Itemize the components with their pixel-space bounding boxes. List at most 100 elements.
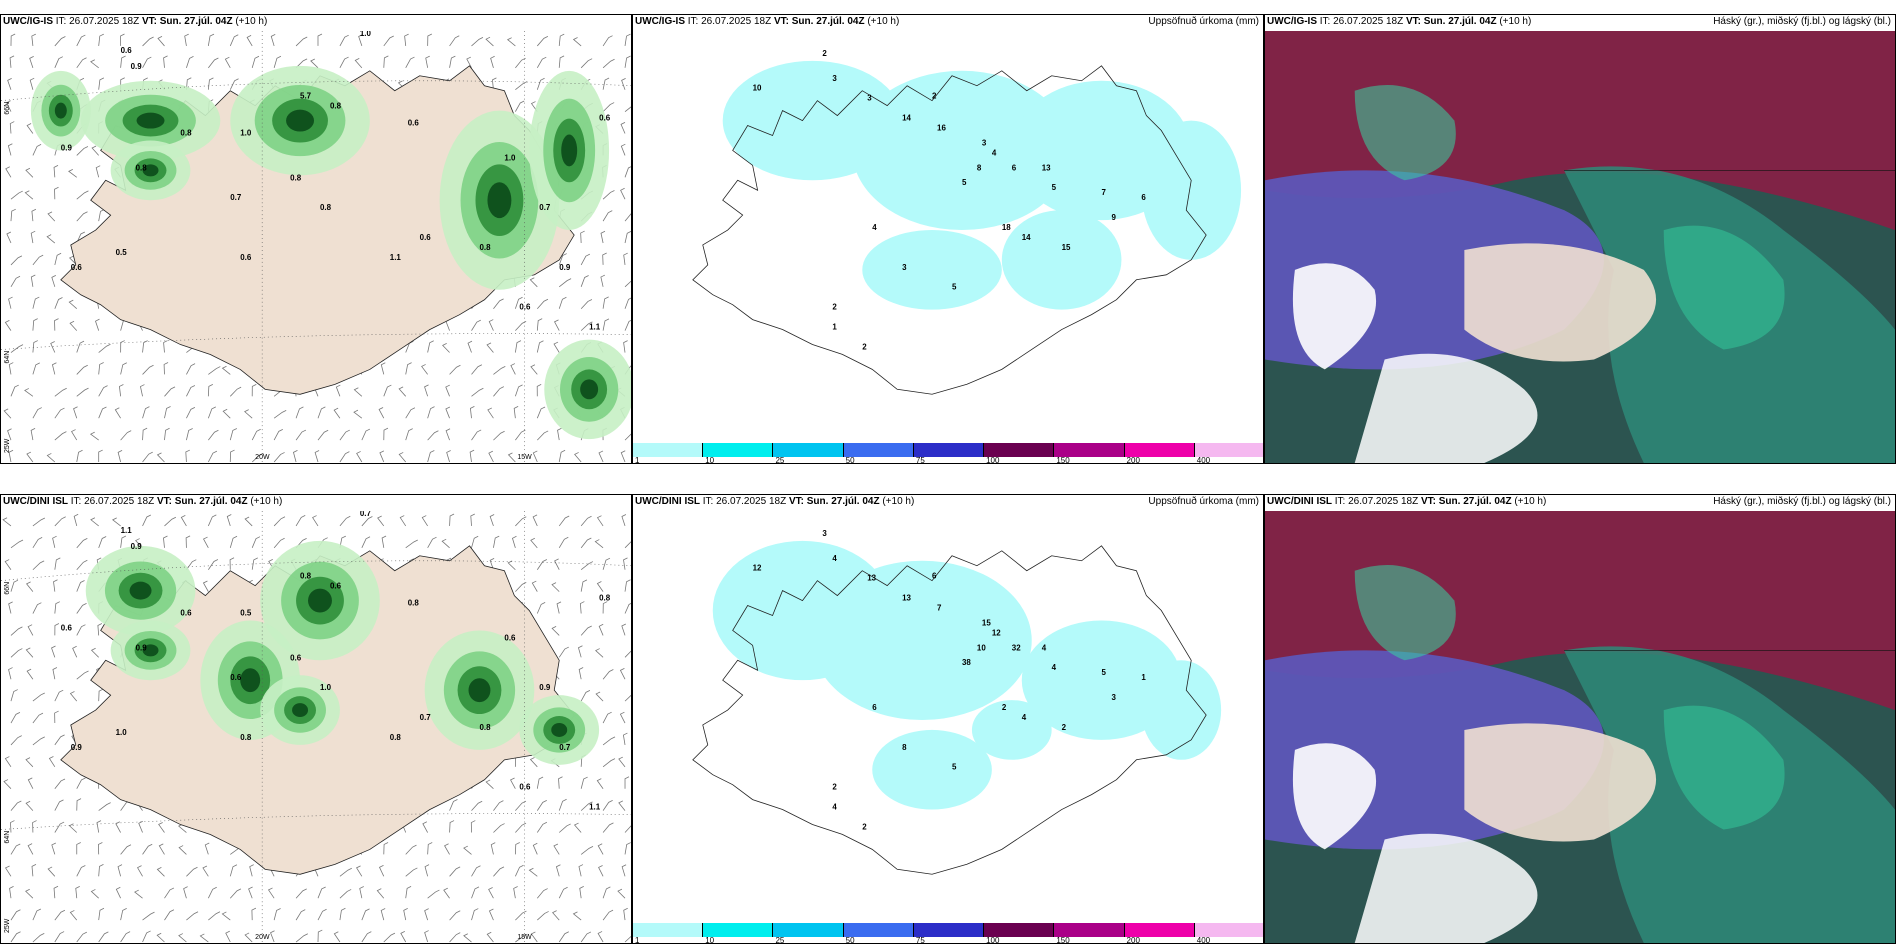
wind-value-label: 0.7 — [420, 713, 432, 722]
cloud-map — [1265, 511, 1895, 943]
axis-label-lon25: 25W — [4, 918, 11, 933]
precip-value-label: 7 — [1102, 188, 1107, 197]
wind-value-label: 0.9 — [136, 643, 148, 652]
precip-value-label: 1 — [1141, 673, 1146, 682]
precip-value-label: 3 — [982, 138, 987, 147]
wind-value-label: 0.8 — [290, 173, 302, 182]
precip-cyan-areas — [712, 540, 1222, 810]
precip-value-label: 3 — [902, 263, 907, 272]
precip-value-label: 3 — [832, 74, 837, 83]
axis-label-lon20: 20W — [255, 454, 270, 461]
precip-value-label: 2 — [822, 49, 827, 58]
precip-value-label: 9 — [1111, 213, 1116, 222]
wind-value-label: 0.9 — [131, 542, 143, 551]
colorbar-swatch — [843, 443, 914, 457]
colorbar-label: 50 — [845, 936, 855, 944]
wind-value-label: 0.6 — [121, 46, 133, 55]
wind-value-label: 0.6 — [519, 783, 531, 792]
iceland-land — [692, 65, 1207, 395]
wind-value-label: 0.9 — [61, 143, 73, 152]
cloud-panel-bottom: UWC/DINI ISL IT: 26.07.2025 18Z VT: Sun.… — [1264, 494, 1896, 944]
wind-value-label: 1.0 — [320, 683, 332, 692]
precip-value-label: 12 — [753, 564, 762, 573]
wind-value-label: 0.9 — [559, 263, 571, 272]
wind-value-label: 1.0 — [240, 129, 252, 138]
colorbar-label: 400 — [1196, 936, 1211, 944]
precip-map: 3 4 12 13 6 7 13 15 12 10 32 38 4 5 2 4 4 2 3 1 2 6 8 5 4 2 — [633, 511, 1263, 921]
precip-colorbar: 1 10 25 50 75 100 150 200 400 — [633, 923, 1263, 943]
precip-value-label: 13 — [1042, 163, 1051, 172]
colorbar-label: 200 — [1126, 936, 1140, 944]
colorbar-swatch — [913, 443, 985, 457]
precip-value-label: 6 — [932, 572, 937, 581]
cloud-panel-top: UWC/IG-IS IT: 26.07.2025 18Z VT: Sun. 27… — [1264, 14, 1896, 464]
wind-value-label: 0.6 — [71, 263, 83, 272]
wind-value-label: 0.8 — [479, 243, 491, 252]
precip-value-label: 14 — [902, 114, 911, 123]
colorbar-label: 1 — [635, 456, 640, 464]
cloud-map-svg — [1265, 511, 1895, 943]
precip-value-label: 4 — [1042, 643, 1047, 652]
wind-value-label: 0.8 — [300, 572, 312, 581]
precip-value-label: 4 — [1022, 713, 1027, 722]
wind-value-label: 0.6 — [240, 253, 252, 262]
wind-value-label: 0.6 — [599, 114, 611, 123]
axis-label-lat66: 66N — [4, 582, 11, 595]
colorbar-label: 100 — [986, 936, 1000, 944]
wind-value-label: 0.9 — [131, 62, 143, 71]
axis-label-lon20: 20W — [255, 934, 270, 941]
wind-map-svg: 66N 64N 25W 20W 15W 0.60.91.05.70.81.00.… — [1, 31, 631, 463]
precip-value-label: 5 — [952, 283, 957, 292]
precip-value-label: 5 — [952, 763, 957, 772]
axis-labels: 66N 64N 25W 20W 15W — [4, 102, 532, 461]
axis-labels: 66N 64N 25W 20W 15W — [4, 582, 532, 941]
axis-label-lon15: 15W — [517, 934, 532, 941]
precip-value-label: 13 — [867, 574, 876, 583]
precip-value-label: 3 — [822, 529, 827, 538]
precip-value-label: 10 — [753, 84, 762, 93]
precip-value-label: 14 — [1022, 233, 1031, 242]
precip-title: Uppsöfnuð úrkoma (mm) — [1148, 16, 1259, 27]
colorbar-label: 75 — [915, 456, 925, 464]
precip-title: Uppsöfnuð úrkoma (mm) — [1148, 496, 1259, 507]
wind-value-label: 1.0 — [360, 31, 372, 38]
wind-value-label: 0.7 — [539, 203, 551, 212]
wind-value-label: 0.6 — [420, 233, 432, 242]
graticule — [1, 31, 631, 463]
precip-panel-bottom: UWC/DINI ISL IT: 26.07.2025 18Z VT: Sun.… — [632, 494, 1264, 944]
colorbar-swatch — [773, 443, 844, 457]
precip-value-label: 5 — [1102, 668, 1107, 677]
precip-value-label: 6 — [1141, 193, 1146, 202]
precip-value-label: 5 — [1052, 183, 1057, 192]
wind-value-label: 1.0 — [116, 728, 128, 737]
cloud-title: Háský (gr.), miðský (fj.bl.) og lágský (… — [1713, 496, 1891, 507]
colorbar-swatch — [843, 923, 914, 937]
wind-value-label: 1.1 — [589, 803, 601, 812]
wind-value-label: 0.7 — [230, 193, 242, 202]
colorbar-swatch — [1194, 923, 1263, 937]
wind-green-areas — [30, 65, 631, 440]
wind-value-label: 0.8 — [320, 203, 332, 212]
wind-value-labels: 0.6 0.9 1.0 5.7 0.8 1.0 0.6 0.8 0.9 0.7 0.8 1.1 0.6 0… — [61, 31, 611, 332]
axis-label-lon15: 15W — [517, 454, 532, 461]
colorbar-label: 200 — [1126, 456, 1140, 464]
wind-value-label: 0.6 — [408, 119, 420, 128]
wind-value-label: 0.8 — [599, 594, 611, 603]
colorbar-swatch — [1054, 443, 1125, 457]
wind-value-label: 1.1 — [390, 253, 402, 262]
wind-value-label: 0.9 — [71, 743, 83, 752]
colorbar-label: 1 — [635, 936, 640, 944]
wind-value-label: 5.7 — [300, 92, 312, 101]
colorbar-label: 400 — [1196, 456, 1211, 464]
precip-value-label: 6 — [1012, 163, 1017, 172]
precip-value-label: 2 — [862, 342, 867, 351]
precip-value-label: 2 — [862, 822, 867, 831]
precip-value-label: 15 — [1062, 243, 1071, 252]
precip-value-label: 16 — [937, 124, 946, 133]
wind-value-label: 0.8 — [479, 723, 491, 732]
colorbar-label: 150 — [1056, 936, 1070, 944]
precip-value-label: 6 — [872, 703, 877, 712]
